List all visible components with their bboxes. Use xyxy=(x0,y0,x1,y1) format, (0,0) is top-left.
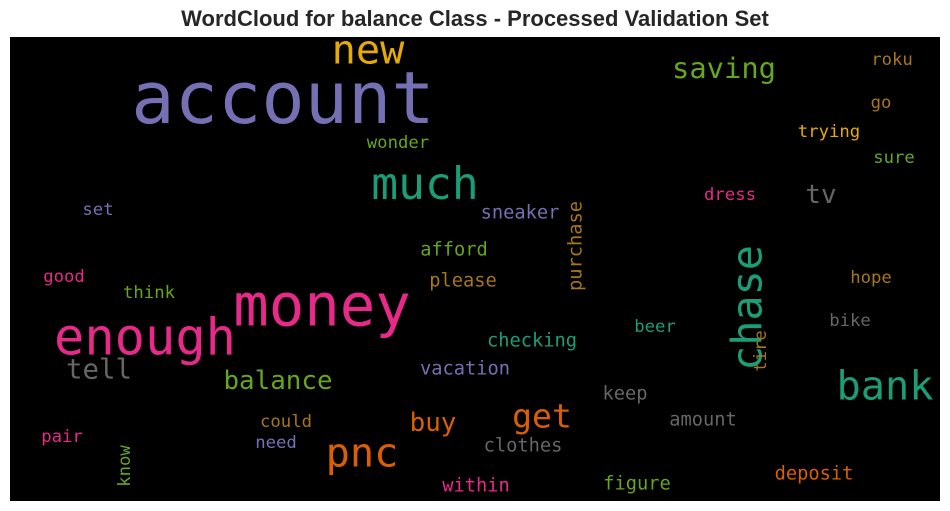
word-vacation: vacation xyxy=(420,359,510,380)
word-pair: pair xyxy=(41,427,83,447)
word-money: money xyxy=(233,271,411,340)
word-clothes: clothes xyxy=(484,436,563,457)
word-bank: bank xyxy=(836,363,933,410)
word-go: go xyxy=(871,93,892,113)
word-wonder: wonder xyxy=(367,133,429,153)
word-dress: dress xyxy=(704,185,756,205)
word-account: account xyxy=(131,56,434,140)
word-roku: roku xyxy=(871,50,913,70)
word-buy: buy xyxy=(410,408,457,438)
word-amount: amount xyxy=(669,410,737,431)
word-within: within xyxy=(442,476,510,497)
word-trying: trying xyxy=(798,122,860,142)
wordcloud-background xyxy=(10,37,940,501)
word-much: much xyxy=(371,158,478,210)
word-pnc: pnc xyxy=(326,430,399,477)
word-could: could xyxy=(260,412,312,432)
word-figure: figure xyxy=(603,474,671,495)
word-new: new xyxy=(332,37,406,74)
word-think: think xyxy=(123,283,176,303)
word-please: please xyxy=(429,271,497,292)
word-tire: tire xyxy=(751,330,771,372)
word-saving: saving xyxy=(672,51,776,85)
word-know: know xyxy=(115,445,135,487)
word-deposit: deposit xyxy=(775,464,854,485)
chart-title: WordCloud for balance Class - Processed … xyxy=(181,6,769,31)
word-good: good xyxy=(43,267,85,287)
word-afford: afford xyxy=(420,240,488,261)
word-tell: tell xyxy=(66,355,132,386)
word-purchase: purchase xyxy=(566,201,587,291)
word-tv: tv xyxy=(805,180,836,210)
word-hope: hope xyxy=(850,268,892,288)
word-need: need xyxy=(255,433,297,453)
word-sneaker: sneaker xyxy=(481,203,560,224)
word-get: get xyxy=(512,397,572,436)
word-bike: bike xyxy=(829,311,871,331)
word-sure: sure xyxy=(873,148,915,168)
word-balance: balance xyxy=(223,366,332,396)
word-checking: checking xyxy=(487,331,577,352)
word-keep: keep xyxy=(602,384,647,405)
word-chase: chase xyxy=(723,245,772,371)
word-enough: enough xyxy=(54,308,236,367)
word-set: set xyxy=(82,200,113,220)
word-beer: beer xyxy=(634,317,676,337)
